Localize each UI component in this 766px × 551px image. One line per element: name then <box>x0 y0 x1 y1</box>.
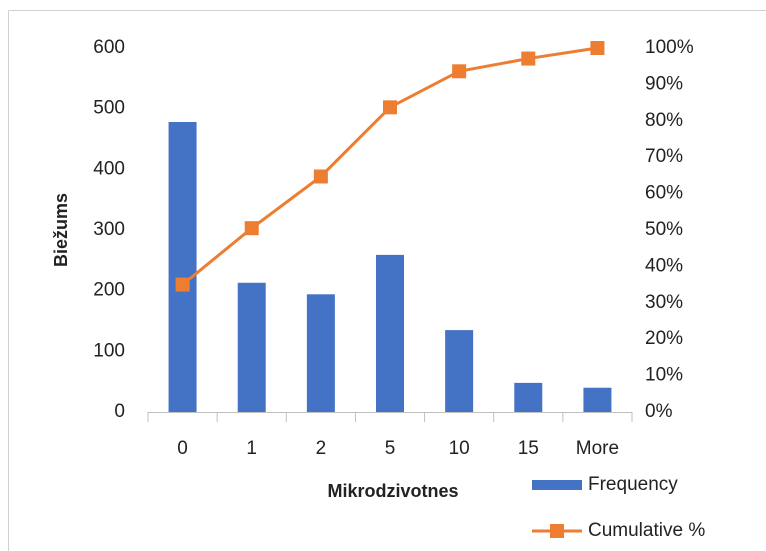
marker <box>521 51 536 66</box>
y2-tick-label: 60% <box>645 183 683 204</box>
x-tick-label: 15 <box>518 438 539 459</box>
x-axis-title: Mikrodzivotnes <box>327 481 458 501</box>
y2-tick-label: 0% <box>645 401 673 422</box>
marker <box>383 100 397 115</box>
bar <box>583 387 612 412</box>
y-tick-label: 500 <box>93 98 125 119</box>
y2-tick-label: 40% <box>645 255 683 276</box>
x-tick-label: 1 <box>246 438 257 459</box>
x-tick-label: 5 <box>385 438 396 459</box>
bar <box>168 122 197 412</box>
y-tick-label: 600 <box>93 37 125 58</box>
y-axis-title: Biežums <box>51 193 71 267</box>
x-tick-label: 10 <box>449 438 470 459</box>
y-tick-label: 100 <box>93 340 125 361</box>
marker <box>590 41 605 55</box>
bar <box>514 382 543 412</box>
y2-tick-label: 90% <box>645 73 683 94</box>
bar <box>237 282 266 412</box>
y2-tick-label: 50% <box>645 219 683 240</box>
marker <box>175 277 190 292</box>
y-tick-label: 400 <box>93 158 125 179</box>
y2-tick-label: 100% <box>645 37 694 58</box>
x-tick-label: More <box>576 438 619 459</box>
y-tick-label: 200 <box>93 280 125 301</box>
y2-tick-label: 20% <box>645 328 683 349</box>
y2-tick-label: 80% <box>645 110 683 131</box>
bar <box>445 330 474 412</box>
x-tick-label: 2 <box>316 438 327 459</box>
marker <box>313 169 328 184</box>
y2-tick-label: 70% <box>645 146 683 167</box>
y2-tick-label: 30% <box>645 292 683 313</box>
marker <box>244 221 259 236</box>
marker <box>452 64 467 79</box>
legend-label: Cumulative % <box>588 520 705 541</box>
x-tick-label: 0 <box>177 438 188 459</box>
bar <box>306 294 335 412</box>
bar <box>376 254 404 412</box>
legend-marker <box>550 524 564 538</box>
y-tick-label: 300 <box>93 219 125 240</box>
y-tick-label: 0 <box>114 401 125 422</box>
y2-tick-label: 10% <box>645 365 683 386</box>
line <box>181 46 598 286</box>
legend-swatch <box>532 480 582 490</box>
legend-label: Frequency <box>588 474 678 495</box>
